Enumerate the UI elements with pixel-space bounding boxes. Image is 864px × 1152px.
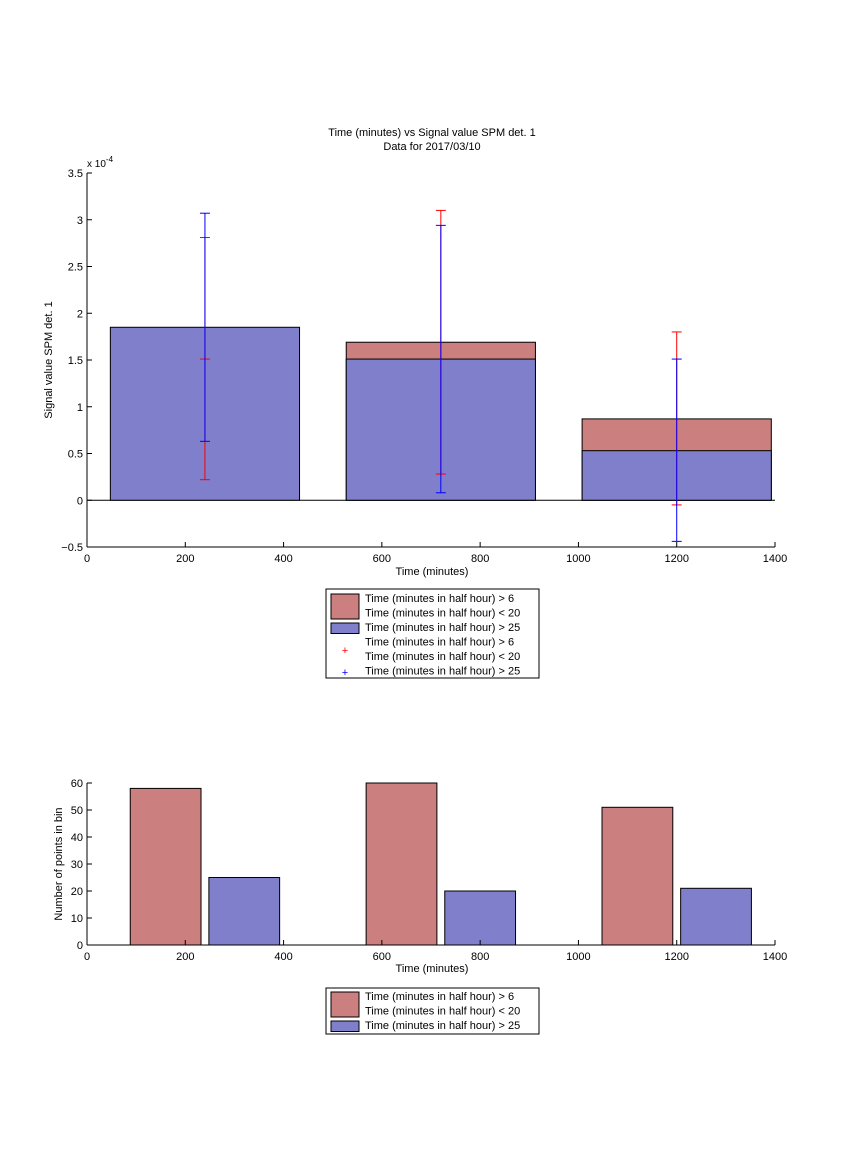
chart-2-bar-blue-0 [208,877,281,946]
chart-1-y-tick-label-3: 1 [77,402,83,414]
chart-1-x-tick-label-1: 200 [176,553,194,565]
chart-1-legend-box [325,588,540,679]
chart-2-legend-label-1-0: Time (minutes in half hour) > 25 [365,1020,520,1032]
chart-2-x-tick-label-6: 1200 [664,951,688,963]
chart-1-y-tick-label-8: 3.5 [68,168,83,180]
chart-2-legend-label-0-1: Time (minutes in half hour) < 20 [365,1006,520,1018]
chart-1-legend-label-0-1: Time (minutes in half hour) < 20 [365,608,520,620]
chart-1-legend-label-3-0: Time (minutes in half hour) > 25 [365,666,520,678]
chart-1-legend-label-2-1: Time (minutes in half hour) < 20 [365,651,520,663]
chart-1-legend-marker-2: + [342,645,348,657]
chart-2-x-tick-label-1: 200 [176,951,194,963]
chart-2-y-tick-label-1: 10 [71,913,83,925]
chart-2-x-tick-label-0: 0 [84,951,90,963]
chart-1-error-bars [199,209,682,542]
chart-1-subtitle: Data for 2017/03/10 [383,141,480,153]
chart-1-y-tick-label-5: 2 [77,308,83,320]
chart-2-y-tick-label-3: 30 [71,859,83,871]
chart-2-bar-blue-1 [444,890,517,946]
chart-2-legend-items: Time (minutes in half hour) > 6 Time (min… [330,991,520,1032]
chart-2-y-tick-label-0: 0 [77,940,83,952]
chart-1-xlabel: Time (minutes) [396,566,469,578]
chart-1-legend-marker-3: + [342,667,348,679]
chart-2-legend-box [325,987,540,1035]
chart-2-bars [129,782,752,946]
chart-1-legend: Time (minutes in half hour) > 6 Time (min… [325,588,540,679]
chart-2-x-tick-label-3: 600 [373,951,391,963]
chart-1-legend-label-1-0: Time (minutes in half hour) > 25 [365,622,520,634]
chart-2: Number of points in bin Time (minutes) 0… [53,778,787,1035]
chart-1-x-tick-label-3: 600 [373,553,391,565]
chart-1-x-ticks: 0 200 400 600 800 1000 1200 1400 [84,542,787,565]
chart-2-x-ticks: 0 200 400 600 800 1000 1200 1400 [84,940,787,963]
chart-1-x-tick-label-0: 0 [84,553,90,565]
chart-1-y-tick-label-2: 0.5 [68,449,83,461]
chart-1-y-tick-label-6: 2.5 [68,262,83,274]
chart-2-y-tick-label-5: 50 [71,805,83,817]
chart-2-x-tick-label-5: 1000 [566,951,590,963]
chart-2-y-tick-label-4: 40 [71,832,83,844]
chart-1-ylabel: Signal value SPM det. 1 [43,301,55,418]
chart-2-legend: Time (minutes in half hour) > 6 Time (min… [325,987,540,1035]
chart-2-x-tick-label-2: 400 [274,951,292,963]
chart-1: Time (minutes) vs Signal value SPM det. … [43,127,787,679]
chart-2-bar-blue-2 [680,887,752,946]
chart-1-y-tick-label-7: 3 [77,215,83,227]
chart-1-legend-swatch-0 [330,593,360,620]
chart-1-y-tick-label-4: 1.5 [68,355,83,367]
chart-1-y-exponent: x 10-4 [87,155,114,170]
chart-2-legend-swatch-0 [330,991,360,1018]
chart-2-legend-label-0-0: Time (minutes in half hour) > 6 [365,991,514,1003]
chart-2-y-ticks: 0 10 20 30 40 50 60 [71,778,92,952]
chart-1-legend-swatch-1 [330,622,360,634]
chart-2-ylabel: Number of points in bin [53,807,65,920]
chart-2-x-tick-label-7: 1400 [763,951,787,963]
chart-1-x-tick-label-2: 400 [274,553,292,565]
chart-1-y-ticks: −0.5 0 0.5 1 1.5 2 2.5 3 3.5 [61,168,92,554]
chart-2-bar-red-0 [129,787,202,946]
chart-1-x-tick-label-7: 1400 [763,553,787,565]
chart-2-y-tick-label-2: 20 [71,886,83,898]
chart-1-y-exponent-power: -4 [106,155,114,164]
chart-2-legend-swatch-1 [330,1020,360,1032]
chart-1-x-tick-label-5: 1000 [566,553,590,565]
chart-1-y-tick-label-0: −0.5 [61,542,83,554]
chart-1-x-tick-label-4: 800 [471,553,489,565]
chart-1-y-tick-label-1: 0 [77,495,83,507]
chart-1-title: Time (minutes) vs Signal value SPM det. … [328,127,535,139]
chart-2-bar-red-2 [601,806,674,946]
chart-2-y-tick-label-6: 60 [71,778,83,790]
chart-1-legend-label-0-0: Time (minutes in half hour) > 6 [365,593,514,605]
chart-2-bar-red-1 [365,782,438,946]
chart-2-xlabel: Time (minutes) [396,963,469,975]
chart-2-x-tick-label-4: 800 [471,951,489,963]
chart-1-x-tick-label-6: 1200 [664,553,688,565]
chart-1-legend-label-2-0: Time (minutes in half hour) > 6 [365,637,514,649]
chart-1-y-exponent-base: x 10 [87,159,106,170]
chart-1-legend-items: Time (minutes in half hour) > 6 Time (min… [330,593,520,679]
